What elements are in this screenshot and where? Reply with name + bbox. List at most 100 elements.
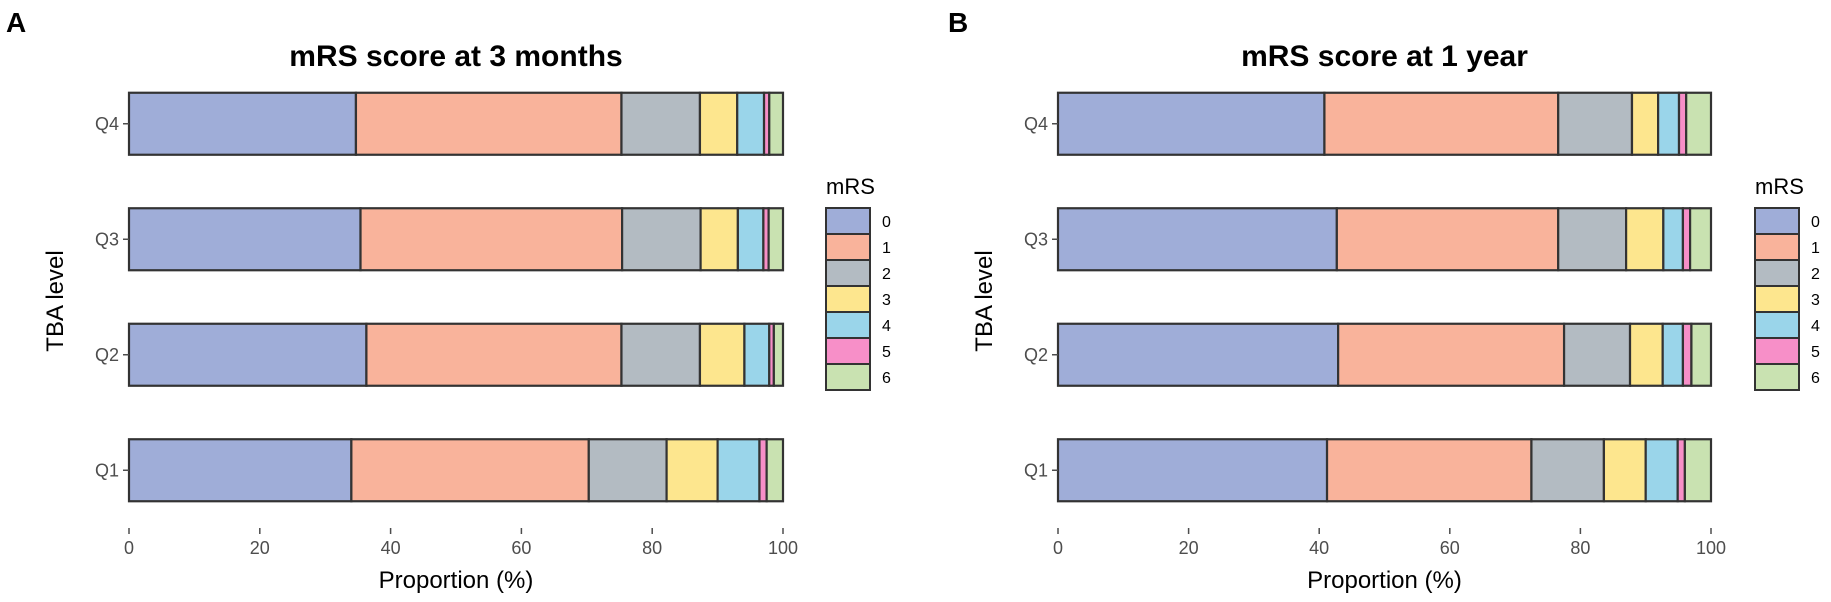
- bar-segment-q2-mrs-3: [698, 322, 746, 387]
- bar-segment-q1-mrs-2: [587, 438, 668, 503]
- legend-key-mrs-0: [825, 207, 871, 235]
- y-tick-label: Q3: [1024, 229, 1048, 249]
- x-tick-label: 0: [1053, 538, 1063, 558]
- x-tick-label: 0: [124, 538, 134, 558]
- bar-segment-q3-mrs-4: [1662, 207, 1685, 272]
- bar-segment-q1-mrs-1: [350, 438, 590, 503]
- legend-key-mrs-2: [825, 259, 871, 287]
- bar-segment-q1-mrs-3: [1602, 438, 1647, 503]
- legend-label: 6: [882, 370, 891, 387]
- bar-segment-q4-mrs-0: [127, 91, 358, 156]
- y-tick-label: Q4: [95, 114, 119, 134]
- legend-key-mrs-5: [825, 337, 871, 365]
- legend-key-mrs-4: [825, 311, 871, 339]
- x-axis-label: Proportion (%): [1307, 567, 1462, 594]
- bar-segment-q4-mrs-3: [698, 91, 739, 156]
- bar-segment-q2-mrs-2: [620, 322, 702, 387]
- bar-segment-q3-mrs-0: [1056, 207, 1338, 272]
- bar-segment-q4-mrs-4: [736, 91, 766, 156]
- bar-segment-q3-mrs-2: [1557, 207, 1628, 272]
- panel-letter: A: [6, 7, 26, 38]
- bar-segment-q2-mrs-1: [365, 322, 623, 387]
- bar-segment-q3-mrs-6: [767, 207, 785, 272]
- legend-title: mRS: [1755, 174, 1804, 199]
- bar-segment-q1-mrs-3: [665, 438, 719, 503]
- bar-segment-q1-mrs-4: [716, 438, 761, 503]
- bar-segment-q2-mrs-0: [127, 322, 368, 387]
- legend-key-mrs-1: [1754, 233, 1800, 261]
- bar-segment-q4-mrs-2: [1557, 91, 1634, 156]
- bar-segment-q3-mrs-6: [1689, 207, 1713, 272]
- bar-segment-q4-mrs-2: [620, 91, 702, 156]
- legend-key-mrs-3: [825, 285, 871, 313]
- x-tick-label: 40: [381, 538, 401, 558]
- x-tick-label: 20: [250, 538, 270, 558]
- y-tick-label: Q1: [95, 460, 119, 480]
- bar-segment-q4-mrs-0: [1056, 91, 1326, 156]
- x-tick-label: 60: [1440, 538, 1460, 558]
- x-tick-label: 80: [642, 538, 662, 558]
- bar-segment-q4-mrs-4: [1657, 91, 1681, 156]
- legend-label: 1: [882, 240, 891, 257]
- legend-label: 4: [1811, 318, 1820, 335]
- x-tick-label: 40: [1309, 538, 1329, 558]
- y-tick-label: Q2: [95, 345, 119, 365]
- bar-segment-q2-mrs-4: [743, 322, 771, 387]
- bar-segment-q2-mrs-6: [772, 322, 785, 387]
- legend-key-mrs-4: [1754, 311, 1800, 339]
- bar-segment-q1-mrs-4: [1644, 438, 1679, 503]
- y-tick-label: Q3: [95, 229, 119, 249]
- bar-segment-q1-mrs-6: [1683, 438, 1713, 503]
- legend-key-mrs-6: [1754, 363, 1800, 391]
- legend-label: 3: [1811, 292, 1820, 309]
- bar-segment-q1-mrs-0: [1056, 438, 1329, 503]
- bar-segment-q3-mrs-2: [621, 207, 702, 272]
- bar-segment-q1-mrs-2: [1530, 438, 1606, 503]
- x-tick-label: 100: [768, 538, 798, 558]
- bar-segment-q3-mrs-3: [699, 207, 739, 272]
- x-tick-label: 80: [1570, 538, 1590, 558]
- legend-label: 1: [1811, 240, 1820, 257]
- bar-segment-q3-mrs-4: [736, 207, 765, 272]
- legend-key-mrs-2: [1754, 259, 1800, 287]
- bar-segment-q1-mrs-0: [127, 438, 353, 503]
- legend-label: 5: [882, 344, 891, 361]
- y-axis-label: TBA level: [971, 250, 998, 351]
- y-axis-label: TBA level: [42, 250, 69, 351]
- y-tick-label: Q2: [1024, 345, 1048, 365]
- bar-segment-q4-mrs-1: [1323, 91, 1560, 156]
- x-axis-label: Proportion (%): [379, 567, 534, 594]
- y-tick-label: Q4: [1024, 114, 1048, 134]
- bar-segment-q1-mrs-1: [1325, 438, 1533, 503]
- legend-label: 2: [1811, 266, 1820, 283]
- bar-segment-q3-mrs-1: [359, 207, 624, 272]
- bar-segment-q3-mrs-3: [1625, 207, 1665, 272]
- legend-label: 4: [882, 318, 891, 335]
- bar-segment-q2-mrs-1: [1337, 322, 1566, 387]
- legend-key-mrs-6: [825, 363, 871, 391]
- legend-title: mRS: [826, 174, 875, 199]
- bar-segment-q2-mrs-0: [1056, 322, 1340, 387]
- chart-title: mRS score at 1 year: [1241, 40, 1528, 73]
- bar-segment-q3-mrs-1: [1335, 207, 1560, 272]
- legend-key-mrs-3: [1754, 285, 1800, 313]
- x-tick-label: 20: [1179, 538, 1199, 558]
- legend-label: 3: [882, 292, 891, 309]
- legend-key-mrs-1: [825, 233, 871, 261]
- x-tick-label: 100: [1696, 538, 1726, 558]
- legend-key-mrs-0: [1754, 207, 1800, 235]
- bar-segment-q2-mrs-4: [1661, 322, 1685, 387]
- legend-label: 0: [882, 214, 891, 231]
- bar-segment-q2-mrs-2: [1562, 322, 1632, 387]
- bar-segment-q1-mrs-6: [765, 438, 785, 503]
- legend-label: 0: [1811, 214, 1820, 231]
- bar-segment-q2-mrs-3: [1628, 322, 1664, 387]
- legend-label: 6: [1811, 370, 1820, 387]
- legend-label: 2: [882, 266, 891, 283]
- bar-segment-q2-mrs-5: [1681, 322, 1693, 387]
- chart-title: mRS score at 3 months: [289, 40, 622, 73]
- bar-segment-q4-mrs-6: [768, 91, 785, 156]
